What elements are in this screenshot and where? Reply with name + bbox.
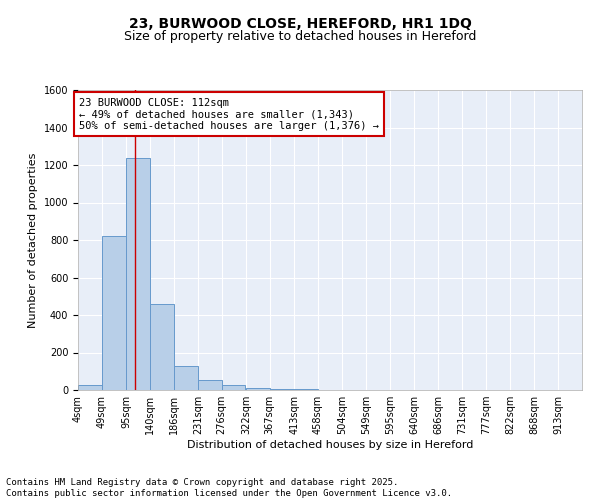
Bar [150,304,173,390]
Text: 23, BURWOOD CLOSE, HEREFORD, HR1 1DQ: 23, BURWOOD CLOSE, HEREFORD, HR1 1DQ [128,18,472,32]
Bar [174,366,198,390]
Bar [102,236,125,390]
X-axis label: Distribution of detached houses by size in Hereford: Distribution of detached houses by size … [187,440,473,450]
Bar [198,380,221,390]
Text: Size of property relative to detached houses in Hereford: Size of property relative to detached ho… [124,30,476,43]
Bar [221,385,245,390]
Y-axis label: Number of detached properties: Number of detached properties [28,152,38,328]
Bar [246,388,270,390]
Bar [270,388,293,390]
Bar [294,389,318,390]
Text: 23 BURWOOD CLOSE: 112sqm
← 49% of detached houses are smaller (1,343)
50% of sem: 23 BURWOOD CLOSE: 112sqm ← 49% of detach… [79,98,379,130]
Text: Contains HM Land Registry data © Crown copyright and database right 2025.
Contai: Contains HM Land Registry data © Crown c… [6,478,452,498]
Bar [126,158,150,390]
Bar [78,386,102,390]
